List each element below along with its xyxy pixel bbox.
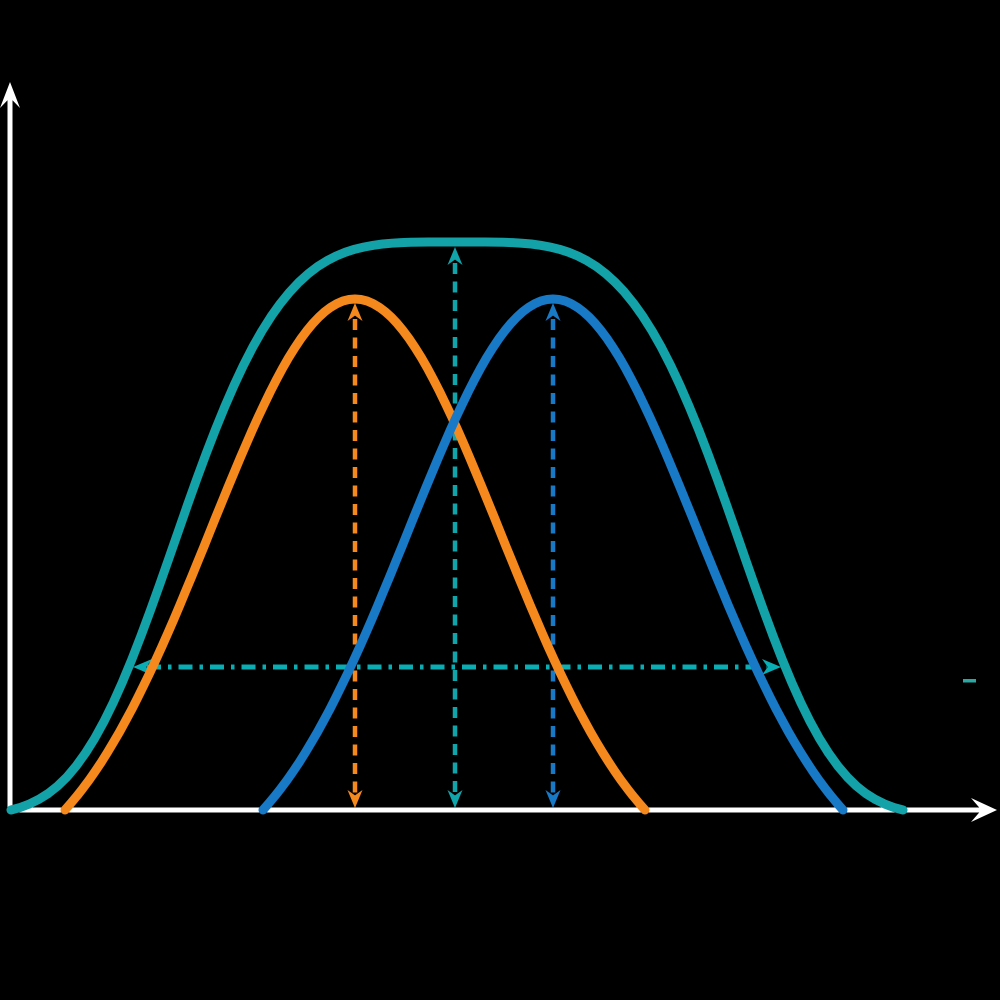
- spread-right-arrowhead: [762, 659, 781, 675]
- bell-curve-left-narrow-distribution: [60, 294, 650, 815]
- bell-curve-right-narrow-distribution: [258, 294, 848, 815]
- center-mean-arrow-bottom-arrowhead: [447, 790, 463, 808]
- right-mean-arrow-bottom-arrowhead: [545, 790, 561, 808]
- center-mean-arrow-top-arrowhead: [447, 247, 463, 265]
- right-mean-arrow-top-arrowhead: [545, 303, 561, 321]
- bell-curve-overall-wide-distribution: [6, 237, 908, 815]
- axes-group: [0, 82, 997, 822]
- x-axis-arrowhead: [971, 798, 997, 822]
- stray-dash-mark: [963, 679, 976, 683]
- y-axis-arrowhead: [0, 82, 20, 108]
- left-mean-arrow-top-arrowhead: [347, 303, 363, 321]
- curves-group: [6, 237, 908, 815]
- left-mean-arrow-bottom-arrowhead: [347, 790, 363, 808]
- mean-arrows-group: [347, 247, 561, 808]
